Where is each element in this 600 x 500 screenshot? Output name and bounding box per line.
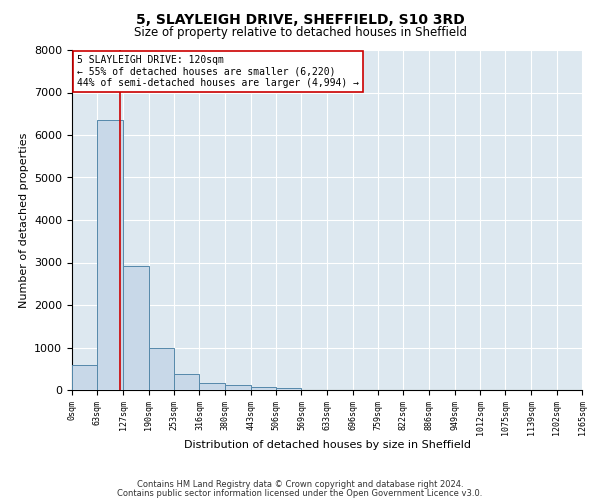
Bar: [225, 385, 251, 390]
Text: 5 SLAYLEIGH DRIVE: 120sqm
← 55% of detached houses are smaller (6,220)
44% of se: 5 SLAYLEIGH DRIVE: 120sqm ← 55% of detac…: [77, 55, 359, 88]
Bar: [97, 120, 123, 390]
Bar: [174, 374, 199, 390]
Bar: [199, 382, 225, 390]
Bar: [149, 348, 174, 390]
Text: Contains HM Land Registry data © Crown copyright and database right 2024.: Contains HM Land Registry data © Crown c…: [137, 480, 463, 489]
Bar: [251, 387, 276, 390]
Text: 5, SLAYLEIGH DRIVE, SHEFFIELD, S10 3RD: 5, SLAYLEIGH DRIVE, SHEFFIELD, S10 3RD: [136, 12, 464, 26]
Text: Contains public sector information licensed under the Open Government Licence v3: Contains public sector information licen…: [118, 488, 482, 498]
Text: Size of property relative to detached houses in Sheffield: Size of property relative to detached ho…: [133, 26, 467, 39]
Bar: [276, 388, 301, 390]
X-axis label: Distribution of detached houses by size in Sheffield: Distribution of detached houses by size …: [184, 440, 470, 450]
Bar: [72, 366, 97, 390]
Bar: [123, 266, 149, 390]
Y-axis label: Number of detached properties: Number of detached properties: [19, 132, 29, 308]
